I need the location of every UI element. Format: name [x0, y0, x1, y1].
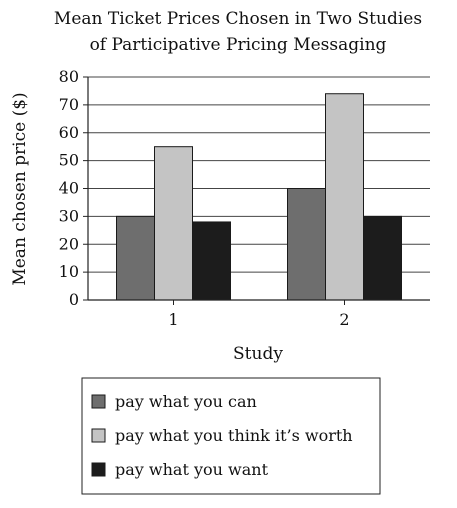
legend-label: pay what you want	[115, 460, 269, 479]
bar-study-2-series-3	[363, 215, 402, 301]
y-tick-label: 50	[59, 151, 79, 170]
x-tick-label: 2	[339, 310, 349, 329]
legend-label: pay what you can	[115, 392, 257, 411]
legend-swatch	[91, 462, 106, 477]
x-tick-label: 1	[168, 310, 178, 329]
bar-study-1-series-1	[116, 215, 155, 301]
y-axis-title: Mean chosen price ($)	[10, 92, 30, 285]
y-tick-label: 60	[59, 123, 79, 142]
legend-swatch	[91, 428, 106, 443]
chart-title-line-2: of Participative Pricing Messaging	[90, 35, 387, 55]
bar-study-2-series-2	[325, 93, 364, 301]
x-axis-title: Study	[233, 344, 283, 364]
y-tick-label: 30	[59, 206, 79, 225]
legend-box	[81, 377, 381, 495]
legend-swatch	[91, 394, 106, 409]
axes: 0 10 20 30 40 50 60 70 80 1 2	[59, 67, 430, 329]
legend-label: pay what you think it’s worth	[115, 426, 353, 445]
y-tick-label: 10	[59, 262, 79, 281]
bars	[116, 93, 402, 301]
bar-study-1-series-3	[192, 221, 231, 301]
y-tick-label: 70	[59, 95, 79, 114]
y-tick-label: 20	[59, 234, 79, 253]
chart-title-line-1: Mean Ticket Prices Chosen in Two Studies	[54, 9, 422, 29]
bar-study-1-series-2	[154, 146, 193, 301]
y-tick-label: 80	[59, 67, 79, 86]
bar-study-2-series-1	[287, 188, 326, 301]
legend: pay what you can pay what you think it’s …	[91, 392, 353, 479]
y-tick-label: 0	[69, 290, 79, 309]
y-tick-label: 40	[59, 179, 79, 198]
